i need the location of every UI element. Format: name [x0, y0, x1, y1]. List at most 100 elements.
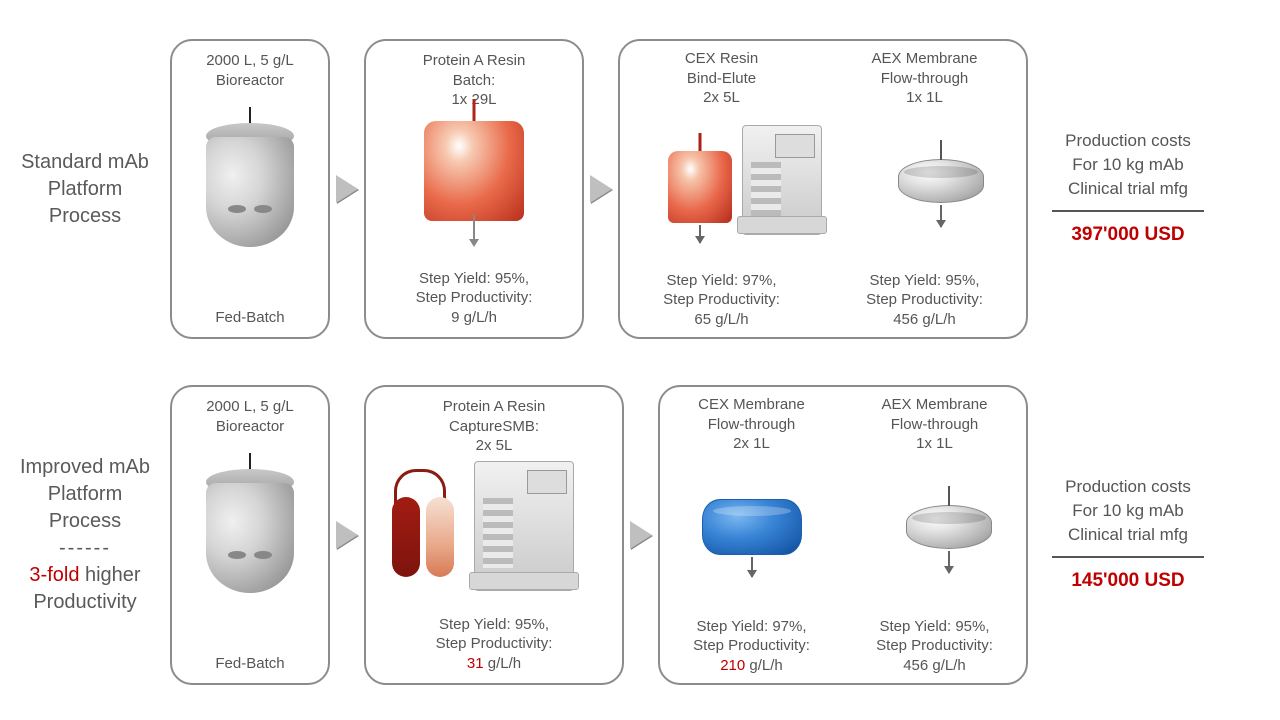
label-line: Platform	[8, 176, 162, 203]
txt: 210	[720, 657, 745, 674]
txt: Flow-through	[660, 415, 843, 435]
txt: Step Yield: 95%,	[366, 615, 622, 635]
capturesmb-col-a-icon	[392, 497, 420, 577]
txt: Step Productivity:	[366, 288, 582, 308]
flow-arrow-icon	[590, 175, 612, 203]
bioreactor-title: 2000 L, 5 g/L Bioreactor	[172, 51, 328, 90]
cost-amount: 397'000 USD	[1028, 222, 1228, 249]
prod-value-line: 210 g/L/h	[660, 656, 843, 676]
txt: 2x 5L	[620, 88, 823, 108]
txt: Protein A Resin	[366, 51, 582, 71]
label-sep: ------	[8, 535, 162, 562]
panel-polish-imp: CEX Membrane Flow-through 2x 1L AEX Memb…	[658, 385, 1028, 685]
aex-membrane-icon	[906, 505, 992, 549]
txt: Step Yield: 97%,	[620, 271, 823, 291]
txt: Flow-through	[843, 415, 1026, 435]
txt: Bioreactor	[172, 71, 328, 91]
panel-proteinA-std: Protein A Resin Batch: 1x 29L Step Yield…	[364, 39, 584, 339]
txt: Clinical trial mfg	[1028, 523, 1228, 547]
txt: g/L/h	[484, 655, 522, 672]
txt: 2000 L, 5 g/L	[172, 51, 328, 71]
capturesmb-col-b-icon	[426, 497, 454, 577]
txt: 3-fold	[29, 564, 79, 586]
txt: Production costs	[1028, 475, 1228, 499]
txt: Clinical trial mfg	[1028, 177, 1228, 201]
cex-title: CEX Resin Bind-Elute 2x 5L	[620, 49, 823, 108]
txt: Flow-through	[823, 69, 1026, 89]
down-arrow-icon	[751, 557, 753, 577]
cost-amount: 145'000 USD	[1028, 568, 1228, 595]
down-arrow-icon	[469, 239, 479, 247]
txt: Step Productivity:	[620, 290, 823, 310]
flow-arrow-icon	[630, 521, 652, 549]
txt: 456 g/L/h	[843, 656, 1026, 676]
divider	[1052, 210, 1204, 212]
txt: Step Productivity:	[366, 634, 622, 654]
bioreactor-caption: Fed-Batch	[172, 308, 328, 328]
txt: 1x 1L	[843, 434, 1026, 454]
bioreactor-title: 2000 L, 5 g/L Bioreactor	[172, 397, 328, 436]
txt: Production costs	[1028, 129, 1228, 153]
divider	[1052, 556, 1204, 558]
label-line: Platform	[8, 481, 162, 508]
cex-metrics: Step Yield: 97%, Step Productivity: 210 …	[660, 617, 843, 676]
cost-block-imp: Production costs For 10 kg mAb Clinical …	[1028, 475, 1228, 595]
label-line: Improved mAb	[8, 454, 162, 481]
txt: For 10 kg mAb	[1028, 153, 1228, 177]
txt: 65 g/L/h	[620, 310, 823, 330]
bioreactor-icon	[206, 123, 294, 263]
txt: Bioreactor	[172, 417, 328, 437]
chromatography-skid-icon	[474, 461, 574, 591]
aex-membrane-icon	[898, 159, 984, 203]
chromatography-skid-icon	[742, 125, 822, 235]
panel-bioreactor-imp: 2000 L, 5 g/L Bioreactor Fed-Batch	[170, 385, 330, 685]
flow-arrow-icon	[336, 175, 358, 203]
txt: CaptureSMB:	[366, 417, 622, 437]
txt: 2x 5L	[366, 436, 622, 456]
label-line: 3-fold higher	[8, 562, 162, 589]
down-arrow-icon	[940, 205, 942, 227]
cex-metrics: Step Yield: 97%, Step Productivity: 65 g…	[620, 271, 823, 330]
label-line: Process	[8, 203, 162, 230]
proteinA-title: Protein A Resin CaptureSMB: 2x 5L	[366, 397, 622, 456]
txt: 2x 1L	[660, 434, 843, 454]
flow-arrow-icon	[336, 521, 358, 549]
prod-value-line: 31 g/L/h	[366, 654, 622, 674]
aex-title: AEX Membrane Flow-through 1x 1L	[843, 395, 1026, 454]
txt: 2000 L, 5 g/L	[172, 397, 328, 417]
txt: Step Yield: 97%,	[660, 617, 843, 637]
panel-polish-std: CEX Resin Bind-Elute 2x 5L AEX Membrane …	[618, 39, 1028, 339]
row-improved-label: Improved mAb Platform Process ------ 3-f…	[0, 454, 170, 616]
txt: higher	[79, 564, 140, 586]
row-standard-label: Standard mAb Platform Process	[0, 149, 170, 230]
label-line: Standard mAb	[8, 149, 162, 176]
panel-bioreactor-std: 2000 L, 5 g/L Bioreactor Fed-Batch	[170, 39, 330, 339]
txt: g/L/h	[745, 657, 783, 674]
txt: Step Yield: 95%,	[823, 271, 1026, 291]
txt: Protein A Resin	[366, 397, 622, 417]
bioreactor-icon	[206, 469, 294, 609]
txt: Step Productivity:	[660, 636, 843, 656]
proteinA-metrics: Step Yield: 95%, Step Productivity: 31 g…	[366, 615, 622, 674]
aex-title: AEX Membrane Flow-through 1x 1L	[823, 49, 1026, 108]
txt: For 10 kg mAb	[1028, 499, 1228, 523]
down-arrow-icon	[699, 225, 701, 243]
txt: AEX Membrane	[823, 49, 1026, 69]
txt: Step Productivity:	[823, 290, 1026, 310]
txt: 456 g/L/h	[823, 310, 1026, 330]
txt: 31	[467, 655, 484, 672]
txt: CEX Resin	[620, 49, 823, 69]
panel-proteinA-imp: Protein A Resin CaptureSMB: 2x 5L Step Y…	[364, 385, 624, 685]
txt: Step Yield: 95%,	[843, 617, 1026, 637]
txt: Bind-Elute	[620, 69, 823, 89]
cex-membrane-icon	[702, 499, 802, 555]
cex-column-icon	[668, 151, 732, 223]
column-large-icon	[424, 121, 524, 221]
txt: Step Productivity:	[843, 636, 1026, 656]
label-line: Productivity	[8, 589, 162, 616]
label-line: Process	[8, 508, 162, 535]
cost-block-std: Production costs For 10 kg mAb Clinical …	[1028, 129, 1228, 249]
down-arrow-icon	[948, 551, 950, 573]
row-standard: Standard mAb Platform Process 2000 L, 5 …	[0, 24, 1280, 354]
cex-title: CEX Membrane Flow-through 2x 1L	[660, 395, 843, 454]
